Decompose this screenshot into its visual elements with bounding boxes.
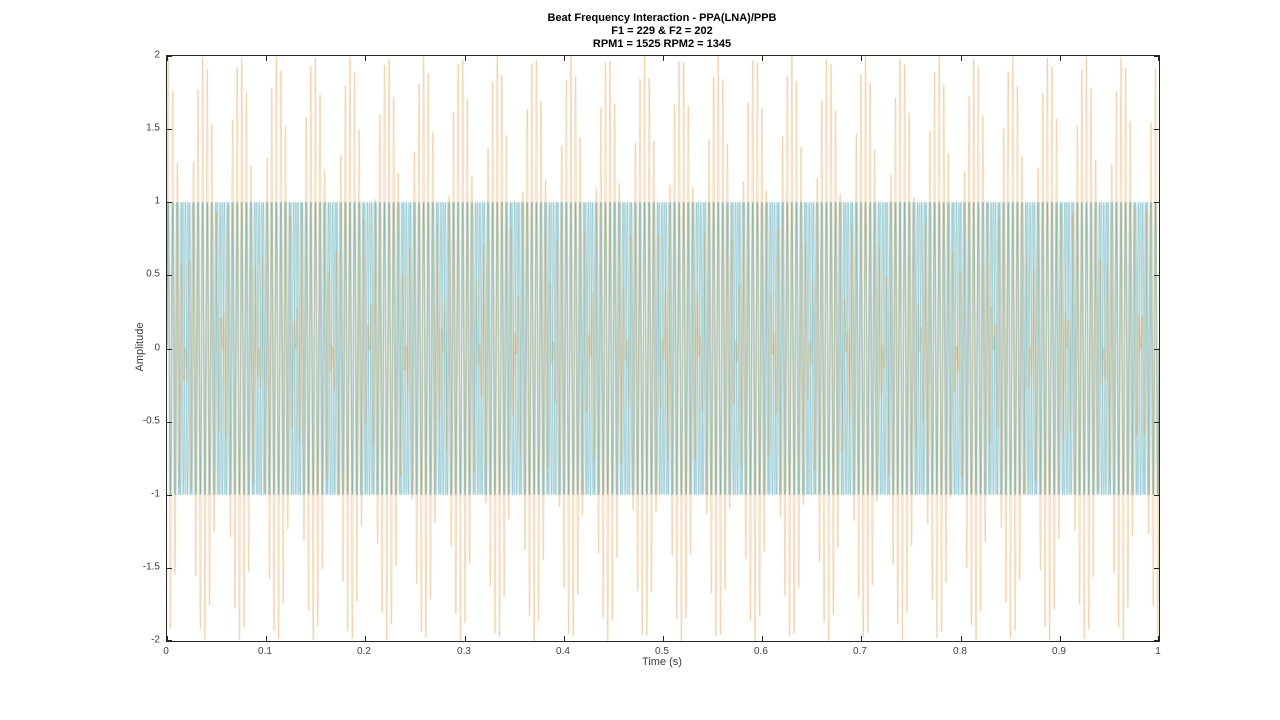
x-tick-mark-top [961,56,962,61]
x-tick-mark-top [1158,56,1159,61]
x-tick-label: 0.8 [953,646,967,657]
y-tick-mark [167,56,172,57]
x-tick-mark [961,636,962,641]
y-tick-label: 2 [154,49,160,61]
x-tick-label: 0.6 [754,646,768,657]
y-tick-mark-right [1154,349,1159,350]
y-tick-mark-right [1154,495,1159,496]
y-tick-mark-right [1154,422,1159,423]
y-tick-mark [167,275,172,276]
y-tick-mark-right [1154,568,1159,569]
x-tick-mark-top [266,56,267,61]
x-tick-label: 0.9 [1052,646,1066,657]
x-tick-mark-top [167,56,168,61]
chart-subtitle-rpm: RPM1 = 1525 RPM2 = 1345 [592,38,732,50]
y-tick-mark-right [1154,56,1159,57]
y-tick-label: -1.5 [142,561,160,573]
x-tick-mark [365,636,366,641]
x-tick-mark [266,636,267,641]
x-tick-label: 0.3 [457,646,471,657]
y-tick-mark [167,349,172,350]
chart-title: Beat Frequency Interaction - PPA(LNA)/PP… [547,12,777,24]
x-tick-mark-top [663,56,664,61]
y-tick-mark-right [1154,275,1159,276]
y-tick-label: 0 [154,342,160,354]
x-tick-mark [663,636,664,641]
x-axis-label: Time (s) [642,656,682,668]
y-tick-label: 0.5 [146,268,160,280]
y-tick-label: 1.5 [146,122,160,134]
y-tick-label: 1 [154,195,160,207]
x-tick-mark-top [1060,56,1061,61]
waveform-canvas [167,56,1159,641]
y-tick-mark [167,202,172,203]
x-tick-label: 0.4 [556,646,570,657]
x-tick-label: 0.7 [853,646,867,657]
y-tick-mark-right [1154,640,1159,641]
y-tick-label: -0.5 [142,415,160,427]
y-tick-label: -2 [151,634,160,646]
x-tick-label: 1 [1155,646,1161,657]
y-tick-mark-right [1154,202,1159,203]
y-axis-label: Amplitude [134,322,146,372]
y-tick-mark-right [1154,129,1159,130]
x-tick-mark [861,636,862,641]
x-tick-mark [167,636,168,641]
x-tick-label: 0.1 [258,646,272,657]
y-tick-mark [167,640,172,641]
x-tick-label: 0 [163,646,169,657]
x-tick-mark-top [465,56,466,61]
x-tick-label: 0.5 [655,646,669,657]
x-tick-mark [1060,636,1061,641]
x-tick-mark-top [564,56,565,61]
x-tick-label: 0.2 [357,646,371,657]
x-tick-mark-top [861,56,862,61]
y-tick-mark [167,422,172,423]
x-tick-mark [465,636,466,641]
x-tick-mark [564,636,565,641]
y-tick-label: -1 [151,488,160,500]
y-tick-mark [167,495,172,496]
x-tick-mark-top [762,56,763,61]
x-tick-mark-top [365,56,366,61]
chart-title-block: Beat Frequency Interaction - PPA(LNA)/PP… [166,12,1158,51]
y-tick-mark [167,129,172,130]
plot-area [166,55,1160,642]
y-tick-mark [167,568,172,569]
chart-subtitle-frequencies: F1 = 229 & F2 = 202 [611,25,713,37]
x-tick-mark [1158,636,1159,641]
x-tick-mark [762,636,763,641]
